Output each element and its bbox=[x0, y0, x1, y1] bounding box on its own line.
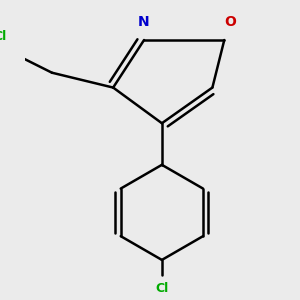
Text: O: O bbox=[224, 15, 236, 29]
Text: Cl: Cl bbox=[155, 282, 169, 295]
Text: N: N bbox=[138, 15, 150, 29]
Text: Cl: Cl bbox=[0, 30, 6, 43]
